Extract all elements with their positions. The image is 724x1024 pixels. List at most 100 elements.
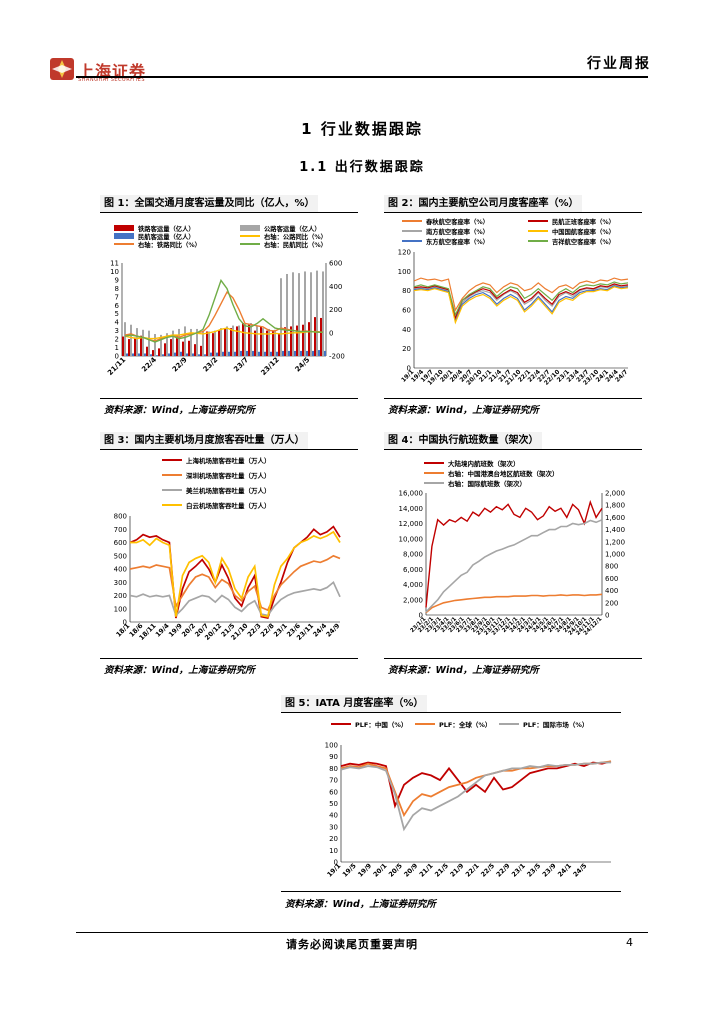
bar-2 xyxy=(312,350,314,356)
bar-2 xyxy=(270,351,272,356)
y-tick-label: 0 xyxy=(115,353,119,361)
bar-2 xyxy=(150,354,152,356)
bar-2 xyxy=(318,350,320,356)
y-tick-label: 800 xyxy=(605,563,618,571)
legend-label-0: 铁路客运量（亿人） xyxy=(137,224,195,233)
y-tick-label: -200 xyxy=(329,353,345,361)
bar-2 xyxy=(300,350,302,356)
y-tick-label: 60 xyxy=(329,788,338,796)
bar-1 xyxy=(166,333,168,356)
series-line-0 xyxy=(340,760,612,809)
series-line-1 xyxy=(129,554,341,612)
x-tick-label: 24/1 xyxy=(556,861,573,878)
y-tick-label: 400 xyxy=(329,283,342,291)
bar-1 xyxy=(310,272,312,356)
x-tick-label: 19/9 xyxy=(167,621,184,638)
figure-4-bottom-rule xyxy=(384,658,642,659)
bar-0 xyxy=(206,331,208,356)
bar-2 xyxy=(138,353,140,356)
bar-0 xyxy=(218,330,220,356)
figure-4-source: 资料来源：Wind，上海证券研究所 xyxy=(388,665,539,676)
legend-label-2: 东方航空客座率（%） xyxy=(426,237,489,246)
series-line-0 xyxy=(413,277,629,312)
bar-1 xyxy=(262,328,264,356)
figure-1-source: 资料来源：Wind，上海证券研究所 xyxy=(104,405,255,416)
y-tick-label: 1,200 xyxy=(605,538,625,546)
series-line-5 xyxy=(124,278,323,343)
x-tick-label: 19/9 xyxy=(356,861,373,878)
bar-1 xyxy=(298,273,300,356)
y-tick-label: 400 xyxy=(605,587,618,595)
y-tick-label: 120 xyxy=(398,249,411,257)
bar-1 xyxy=(160,334,162,356)
bar-2 xyxy=(174,352,176,356)
y-tick-label: 2,000 xyxy=(403,596,423,604)
bar-0 xyxy=(122,336,124,356)
y-tick-label: 7 xyxy=(115,293,119,301)
figure-1-top-rule xyxy=(100,212,358,213)
page-number: 4 xyxy=(626,936,633,949)
section-subtitle: 1.1 出行数据跟踪 xyxy=(299,160,425,175)
x-tick-label: 23/1 xyxy=(510,861,527,878)
bar-0 xyxy=(140,335,142,356)
x-tick-label: 22/9 xyxy=(495,861,512,878)
y-tick-label: 300 xyxy=(114,579,127,587)
legend-label-3: 白云机场旅客吞吐量（万人） xyxy=(186,501,271,510)
y-tick-label: 2,000 xyxy=(605,490,625,498)
bar-0 xyxy=(266,330,268,356)
legend-label-1: PLF：全球（%） xyxy=(439,720,491,729)
bar-0 xyxy=(290,326,292,356)
x-tick-label: 23/2 xyxy=(202,356,220,374)
x-tick-label: 23/1 xyxy=(272,621,289,638)
bar-2 xyxy=(186,353,188,356)
bar-1 xyxy=(238,325,240,356)
legend-label-2: PLF：国际市场（%） xyxy=(523,720,588,729)
bar-2 xyxy=(180,351,182,356)
y-tick-label: 100 xyxy=(325,742,338,750)
bar-1 xyxy=(214,330,216,356)
x-tick-label: 22/1 xyxy=(464,861,481,878)
y-tick-label: 0 xyxy=(123,619,127,627)
bar-0 xyxy=(152,350,154,356)
bar-1 xyxy=(136,328,138,356)
bar-1 xyxy=(250,323,252,356)
y-tick-label: 600 xyxy=(114,539,127,547)
y-tick-label: 700 xyxy=(114,526,127,534)
x-tick-label: 24/4 xyxy=(311,621,328,638)
figure-5-bottom-rule xyxy=(281,891,621,892)
figure-3-chart: 上海机场旅客吞吐量（万人） 深圳机场旅客吞吐量（万人） 美兰机场旅客吞吐量（万人） 白… xyxy=(114,456,342,642)
bar-2 xyxy=(288,350,290,356)
bar-0 xyxy=(254,330,256,356)
bar-1 xyxy=(142,329,144,356)
y-tick-label: 14,000 xyxy=(399,505,424,513)
bar-2 xyxy=(306,350,308,356)
bar-2 xyxy=(264,351,266,356)
bar-2 xyxy=(324,350,326,356)
bar-0 xyxy=(236,326,238,356)
y-tick-label: 6 xyxy=(115,302,120,310)
x-tick-label: 20/2 xyxy=(180,622,197,639)
bar-2 xyxy=(156,355,158,356)
bar-0 xyxy=(272,331,274,356)
legend-label-0: PLF：中国（%） xyxy=(355,720,407,729)
bar-0 xyxy=(314,317,316,356)
y-tick-label: 16,000 xyxy=(399,490,424,498)
y-tick-label: 20 xyxy=(329,835,338,843)
legend-label-5: 吉祥航空客座率（%） xyxy=(552,237,615,246)
figure-5-source: 资料来源：Wind，上海证券研究所 xyxy=(285,899,436,910)
bar-2 xyxy=(246,350,248,356)
x-tick-label: 23/7 xyxy=(232,356,250,374)
figure-2-top-rule xyxy=(384,212,642,213)
y-tick-label: 4,000 xyxy=(403,581,423,589)
y-tick-label: 11 xyxy=(110,260,119,268)
bar-0 xyxy=(170,339,172,356)
bar-1 xyxy=(280,278,282,356)
y-tick-label: 6,000 xyxy=(403,566,423,574)
bar-1 xyxy=(220,328,222,356)
x-tick-label: 20/9 xyxy=(402,861,419,878)
bar-0 xyxy=(284,327,286,356)
bar-1 xyxy=(178,328,180,356)
y-tick-label: 1 xyxy=(115,344,119,352)
y-tick-label: 60 xyxy=(402,307,411,315)
x-tick-label: 20/1 xyxy=(372,861,389,878)
